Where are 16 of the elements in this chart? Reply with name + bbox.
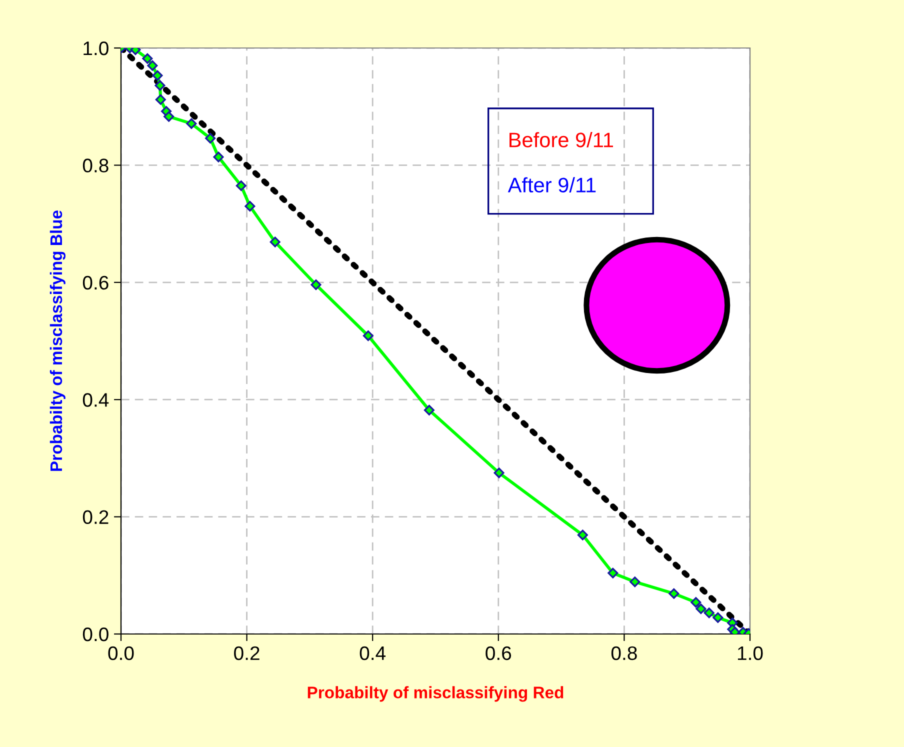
y-tick-label: 1.0 xyxy=(84,41,108,56)
y-tick-label: 0.6 xyxy=(82,276,108,290)
annotation: After 9/11 xyxy=(508,177,596,192)
x-tick-label: 1.0 xyxy=(738,646,763,660)
annotation: Before 9/11 xyxy=(510,132,613,148)
x-tick-label: 0.0 xyxy=(108,646,134,660)
x-tick-label: 0.4 xyxy=(360,646,386,660)
x-tick-label: 0.8 xyxy=(611,646,637,660)
y-tick-label: 0.0 xyxy=(82,627,108,642)
y-tick-label: 0.4 xyxy=(82,393,109,407)
y-axis-title: Probabilty of misclassifying Blue xyxy=(50,210,66,471)
y-tick-label: 0.2 xyxy=(82,510,108,524)
x-tick-label: 0.2 xyxy=(234,646,260,660)
x-axis-title: Probabilty of misclassifying Red xyxy=(308,686,564,702)
y-tick-label: 0.8 xyxy=(82,158,108,172)
x-tick-label: 0.6 xyxy=(486,646,512,660)
